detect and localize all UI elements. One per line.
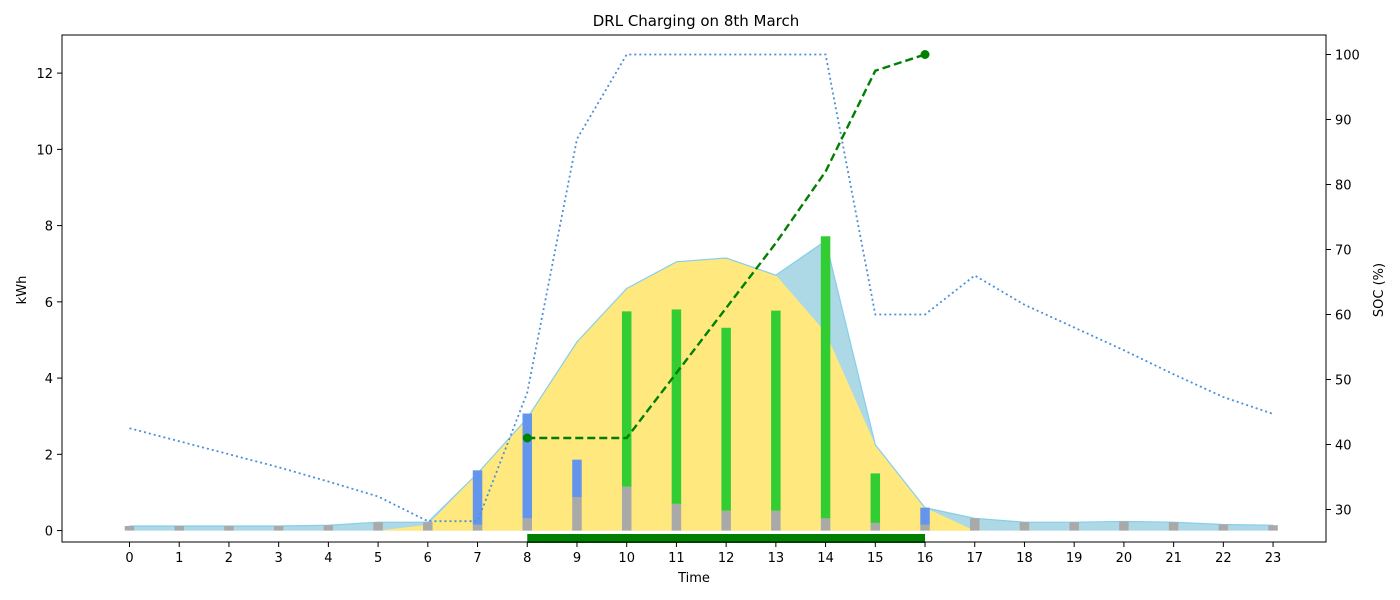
pv-charge-bar: [820, 236, 831, 519]
y2-tick-label: 100: [1335, 49, 1360, 64]
base-load-bar: [1019, 522, 1030, 531]
soc-end-marker: [920, 50, 930, 59]
pv-charge-bar: [621, 311, 632, 487]
base-load-bar: [920, 524, 930, 531]
pv-charge-bar: [771, 310, 781, 511]
base-load-bar: [1168, 522, 1179, 531]
x-tick-label: 3: [275, 551, 283, 566]
grid-charge-bar: [522, 413, 533, 519]
y-tick-label: 4: [45, 372, 53, 387]
x-tick-label: 12: [718, 551, 735, 566]
y-axis-label: kWh: [15, 276, 30, 305]
base-load-bar: [472, 524, 483, 531]
base-load-bar: [820, 518, 831, 531]
base-load-bar: [870, 522, 881, 531]
y2-tick-label: 50: [1335, 374, 1352, 389]
y2-axis-label: SOC (%): [1372, 263, 1387, 317]
base-load-bar: [423, 522, 433, 531]
base-load-bar: [969, 518, 980, 531]
soc-start-marker: [522, 433, 532, 443]
x-tick-label: 9: [573, 551, 581, 566]
x-tick-label: 21: [1165, 551, 1182, 566]
y-tick-label: 0: [45, 525, 53, 540]
y-tick-label: 2: [45, 448, 53, 463]
pv-charge-bar: [671, 309, 682, 504]
dotted-line: [129, 53, 1274, 523]
pv-charge-bar: [721, 327, 731, 511]
x-tick-label: 8: [523, 551, 531, 566]
y2-tick-label: 80: [1335, 179, 1352, 194]
x-tick-label: 7: [473, 551, 481, 566]
base-load-bar: [273, 525, 284, 531]
x-axis-label: Time: [677, 571, 710, 586]
x-tick-label: 5: [374, 551, 382, 566]
base-load-bar: [124, 525, 135, 531]
y-tick-label: 12: [36, 67, 53, 82]
base-load-bar: [721, 510, 731, 531]
x-tick-label: 22: [1215, 551, 1232, 566]
x-tick-label: 4: [324, 551, 332, 566]
y2-tick-label: 30: [1335, 504, 1352, 519]
x-tick-label: 2: [225, 551, 233, 566]
base-load-bar: [1218, 524, 1229, 531]
x-tick-label: 18: [1016, 551, 1033, 566]
x-tick-label: 19: [1066, 551, 1083, 566]
x-tick-label: 10: [618, 551, 635, 566]
pv-charge-bar: [870, 473, 881, 523]
x-tick-label: 14: [817, 551, 834, 566]
x-tick-label: 16: [917, 551, 934, 566]
x-tick-label: 0: [125, 551, 133, 566]
y-tick-label: 8: [45, 220, 53, 235]
pv-area: [129, 258, 1274, 531]
x-tick-label: 17: [966, 551, 983, 566]
y2-tick-label: 60: [1335, 309, 1352, 324]
base-load-bar: [1119, 521, 1129, 531]
y2-tick-label: 90: [1335, 114, 1352, 129]
grid-charge-bar: [572, 459, 582, 498]
demand-area-edge: [129, 239, 1274, 527]
y2-tick-label: 40: [1335, 439, 1352, 454]
x-tick-label: 20: [1116, 551, 1133, 566]
chart-title: DRL Charging on 8th March: [593, 12, 800, 30]
base-load-bar: [1069, 522, 1079, 531]
x-tick-label: 11: [668, 551, 685, 566]
y-tick-label: 10: [36, 143, 53, 158]
x-tick-label: 1: [175, 551, 183, 566]
y-tick-label: 6: [45, 296, 53, 311]
soc-line: [527, 53, 926, 440]
plugged-in-bar: [527, 534, 926, 543]
x-tick-label: 23: [1265, 551, 1282, 566]
x-tick-label: 15: [867, 551, 884, 566]
base-load-bar: [572, 497, 582, 531]
plot-frame: [61, 34, 1327, 543]
x-tick-label: 13: [768, 551, 785, 566]
base-load-bar: [621, 486, 632, 531]
base-load-bar: [174, 525, 184, 531]
base-load-bar: [671, 503, 682, 531]
base-load-bar: [323, 525, 334, 531]
plot-area: [124, 50, 1278, 543]
base-load-bar: [373, 522, 383, 531]
base-load-bar: [771, 510, 781, 531]
x-tick-label: 6: [424, 551, 432, 566]
base-load-bar: [224, 525, 234, 531]
base-load-bar: [522, 518, 533, 531]
grid-charge-bar: [920, 507, 930, 525]
base-load-bar: [1268, 525, 1278, 531]
y2-tick-label: 70: [1335, 244, 1352, 259]
grid-charge-bar: [472, 470, 483, 525]
axes: 0 1 2 3 4 5 6 7 8 9 10 11 12 13 14 15 16 17 18 19 20 21 22 2302…: [36, 49, 1359, 567]
